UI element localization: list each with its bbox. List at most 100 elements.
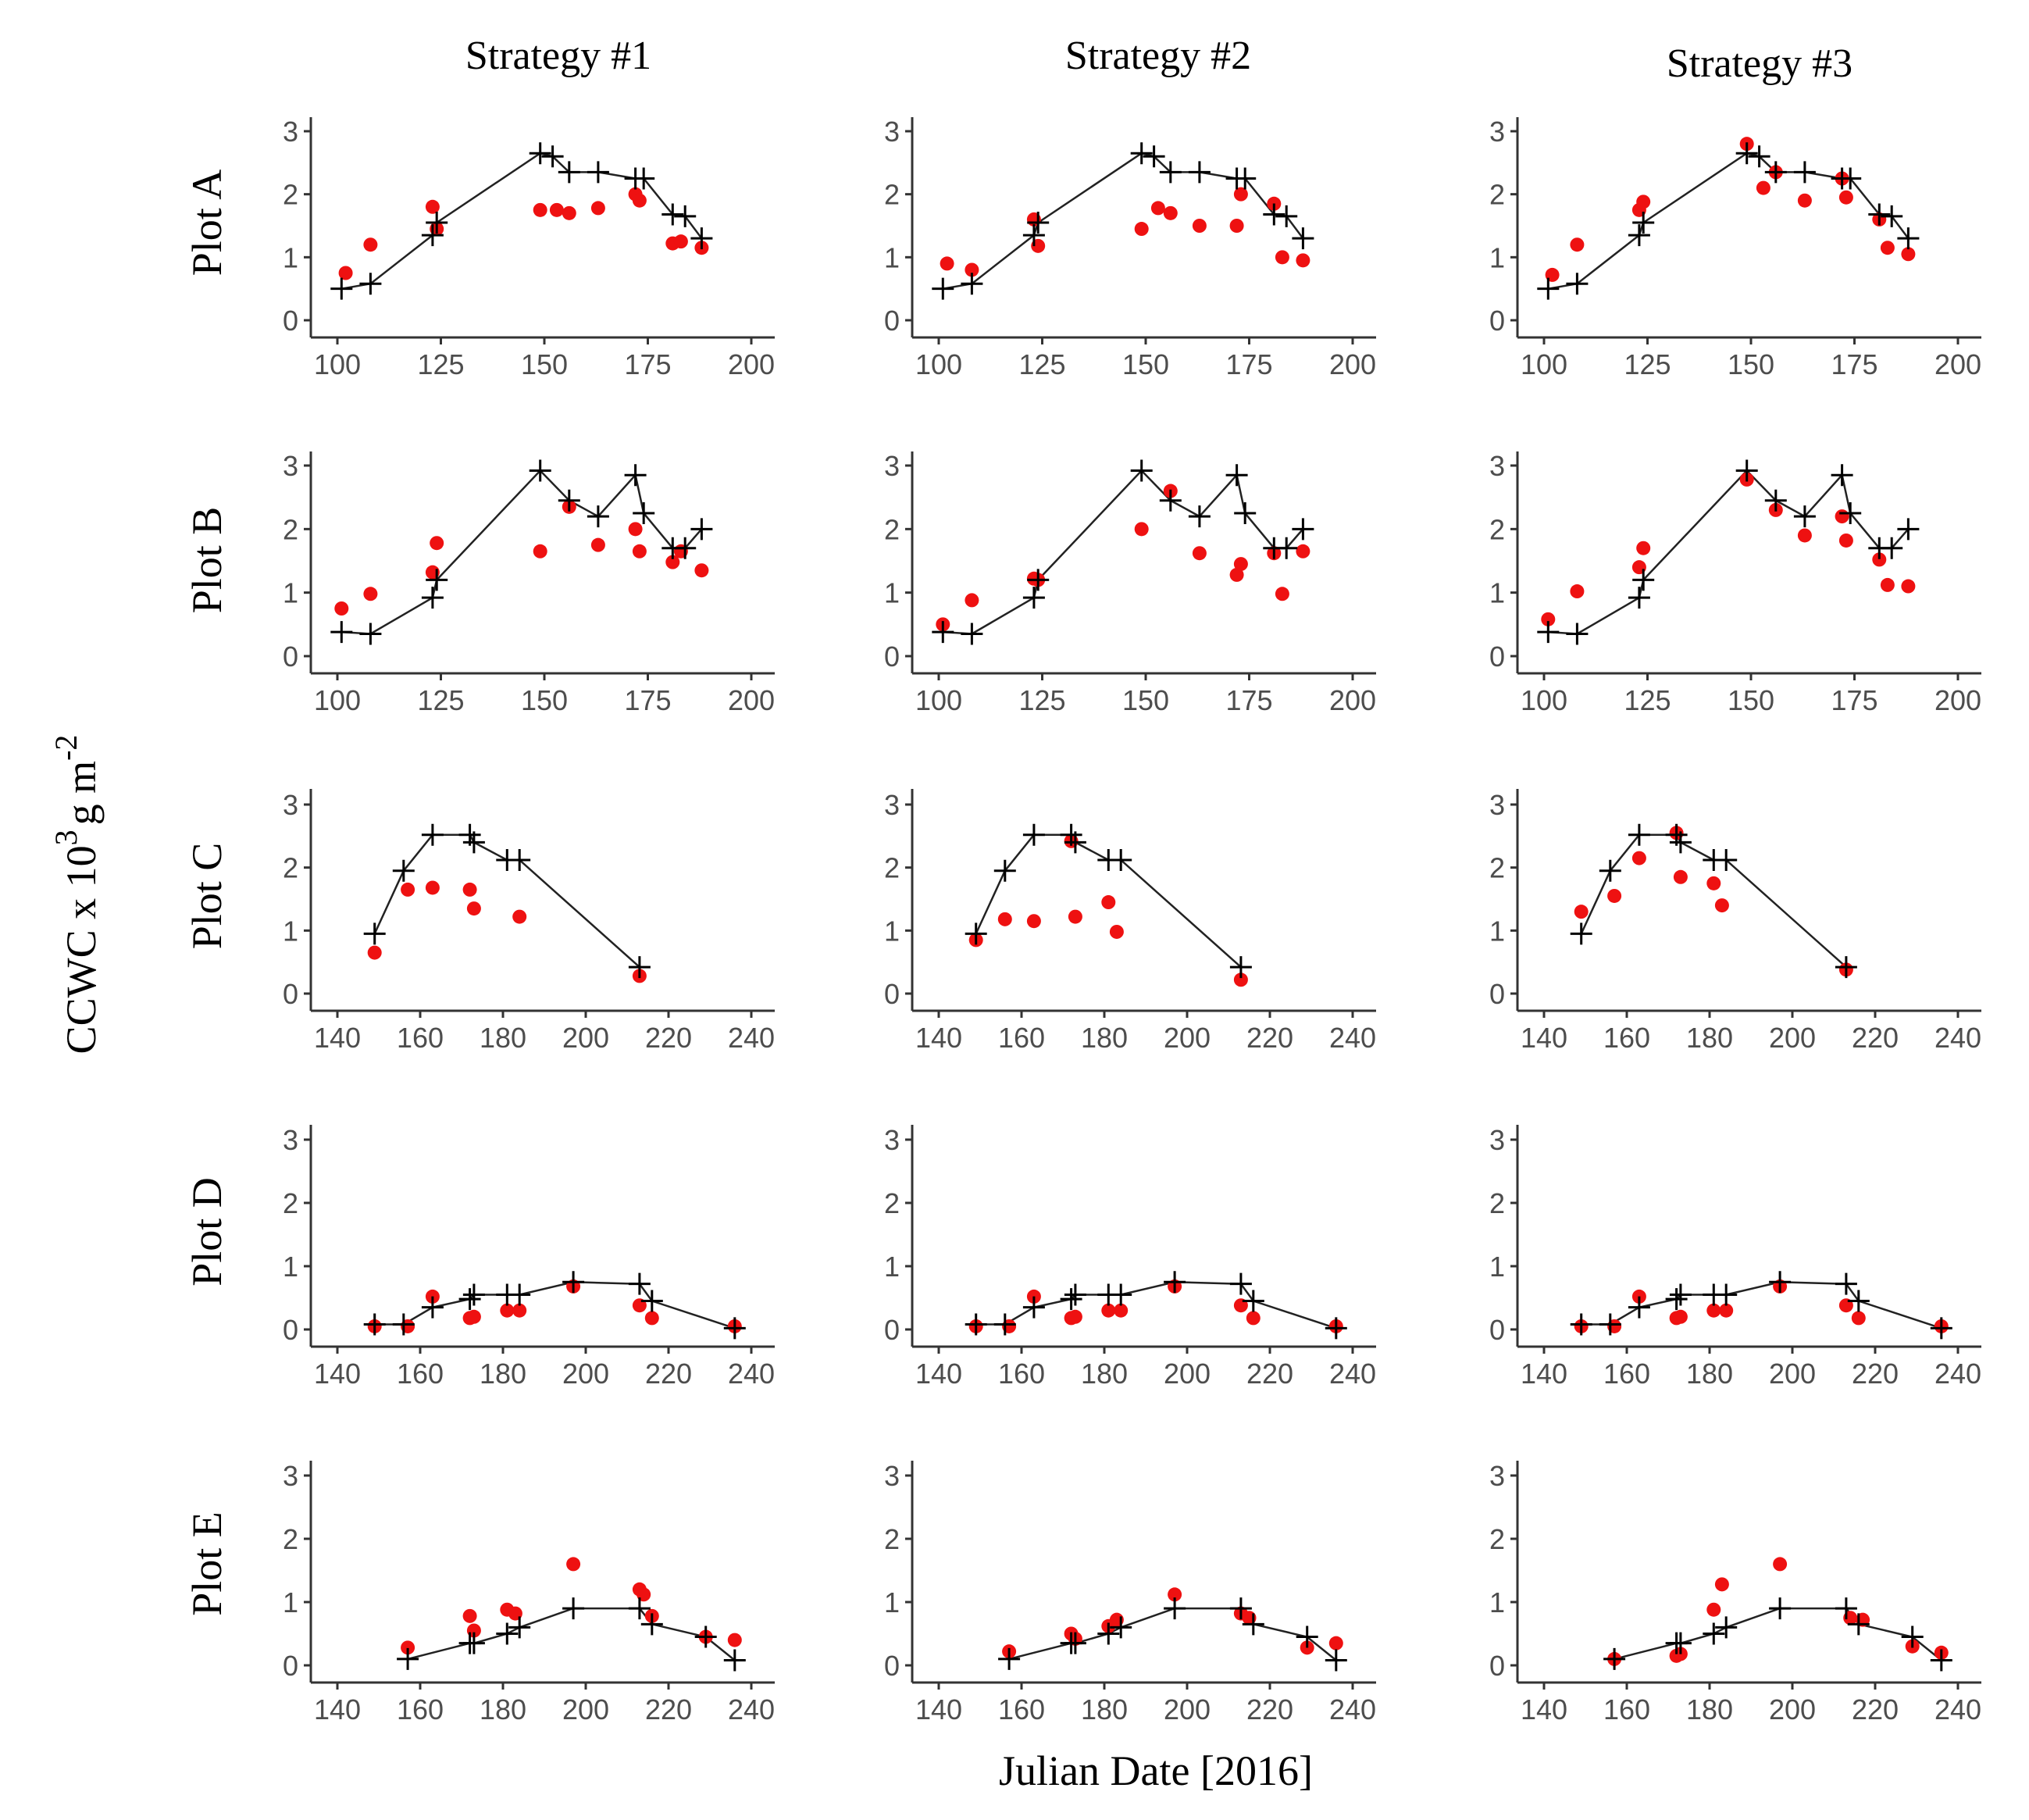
observed-series-line [975,1281,1337,1329]
panel-plot-e-strategy-2: 0 1 2 3 140 160 180 200 220 240 [884,1460,1376,1725]
x-tick-label: 140 [314,1693,361,1725]
y-tick-label: 3 [1489,450,1505,482]
observed-point [1022,823,1045,846]
observed-series-line [1548,152,1910,290]
observed-series-line [943,152,1304,290]
y-tick-label: 1 [884,577,900,609]
observed-point [1064,831,1086,854]
x-tick-label: 240 [1329,1358,1376,1390]
observed-point [1669,1632,1692,1654]
x-tick-label: 200 [1164,1693,1211,1725]
observed-point [1064,1283,1086,1306]
x-tick-label: 175 [1831,348,1877,380]
observed-point [1930,1317,1952,1340]
observed-point [1628,587,1650,609]
observed-point [1263,203,1286,226]
y-tick-label: 1 [884,241,900,273]
y-tick-label: 0 [1489,305,1505,337]
estimated-point [1797,528,1812,543]
x-tick-label: 240 [1329,1693,1376,1725]
estimated-point [430,536,444,551]
observed-point [1110,848,1132,871]
observed-point [508,1616,531,1639]
y-tick-label: 0 [884,641,900,673]
estimated-point [1233,187,1248,202]
x-tick-label: 240 [728,1693,775,1725]
panel-plot-e-strategy-1: 0 1 2 3 140 160 180 200 220 240 [283,1460,775,1725]
x-tick-label: 150 [521,348,568,380]
observed-point [363,1313,386,1336]
x-tick-label: 150 [1728,348,1774,380]
panel-plot-a-strategy-1: 0 1 2 3 100 125 150 175 200 [283,116,775,380]
estimated-point [1192,219,1207,233]
observed-point [965,922,987,945]
estimated-point [965,262,979,277]
observed-point [1748,145,1770,168]
estimated-point [1835,509,1849,524]
observed-point [1669,1283,1692,1306]
y-tick-label: 3 [283,116,298,148]
estimated-point [512,1303,527,1318]
observed-point [1275,537,1298,559]
observed-point [1164,1271,1186,1294]
x-tick-label: 160 [1603,1022,1650,1054]
x-tick-label: 200 [1769,1358,1816,1390]
estimated-point [425,199,440,214]
x-tick-label: 150 [1728,684,1774,716]
observed-point [1225,464,1248,487]
observed-point [587,161,609,184]
y-tick-label: 0 [283,641,298,673]
x-tick-label: 180 [1081,1022,1128,1054]
x-tick-label: 140 [1521,1358,1567,1390]
panel-plot-b-strategy-1: 0 1 2 3 100 125 150 175 200 [283,450,775,716]
x-tick-label: 140 [915,1022,962,1054]
observed-point [690,518,713,541]
estimated-point [632,193,647,208]
y-tick-label: 1 [884,915,900,947]
y-tick-label: 0 [1489,978,1505,1010]
x-tick-label: 100 [1521,684,1567,716]
observed-point [541,145,564,168]
estimated-point [1636,541,1651,555]
x-tick-label: 200 [1164,1022,1211,1054]
x-tick-label: 140 [314,1358,361,1390]
y-tick-label: 2 [283,1187,298,1219]
observed-point [1628,1296,1650,1319]
observed-point [1769,1271,1792,1294]
estimated-point [466,901,481,916]
y-tick-label: 3 [1489,1460,1505,1492]
x-tick-label: 125 [1624,348,1671,380]
observed-point [674,537,697,559]
observed-point [1027,211,1050,234]
x-tick-label: 240 [1935,1022,1981,1054]
y-tick-label: 2 [283,513,298,545]
observed-point [1881,205,1903,227]
estimated-point [1706,1303,1721,1318]
observed-point [421,224,444,247]
y-axis-label: CCWC x 103g m-2 [48,735,105,1055]
observed-point [330,277,353,300]
estimated-point [1574,905,1589,919]
y-tick-label: 1 [884,1251,900,1283]
observed-point [363,922,386,945]
observed-point [661,203,684,226]
estimated-point [644,1311,659,1326]
y-tick-label: 0 [884,1314,900,1346]
x-tick-label: 140 [1521,1693,1567,1725]
observed-point [462,831,485,854]
estimated-point [997,912,1012,926]
estimated-point [727,1633,742,1647]
panel-plot-b-strategy-3: 0 1 2 3 100 125 150 175 200 [1489,450,1981,716]
estimated-point [1706,1602,1721,1617]
y-tick-label: 2 [1489,1187,1505,1219]
observed-series-line [374,1281,736,1329]
observed-point [359,273,382,295]
x-tick-label: 125 [1018,348,1065,380]
estimated-point [462,1608,477,1623]
observed-point [1292,227,1314,250]
estimated-point [673,234,688,249]
y-tick-label: 3 [283,1460,298,1492]
observed-point [723,1317,746,1340]
y-tick-label: 0 [1489,641,1505,673]
estimated-point [1797,193,1812,208]
